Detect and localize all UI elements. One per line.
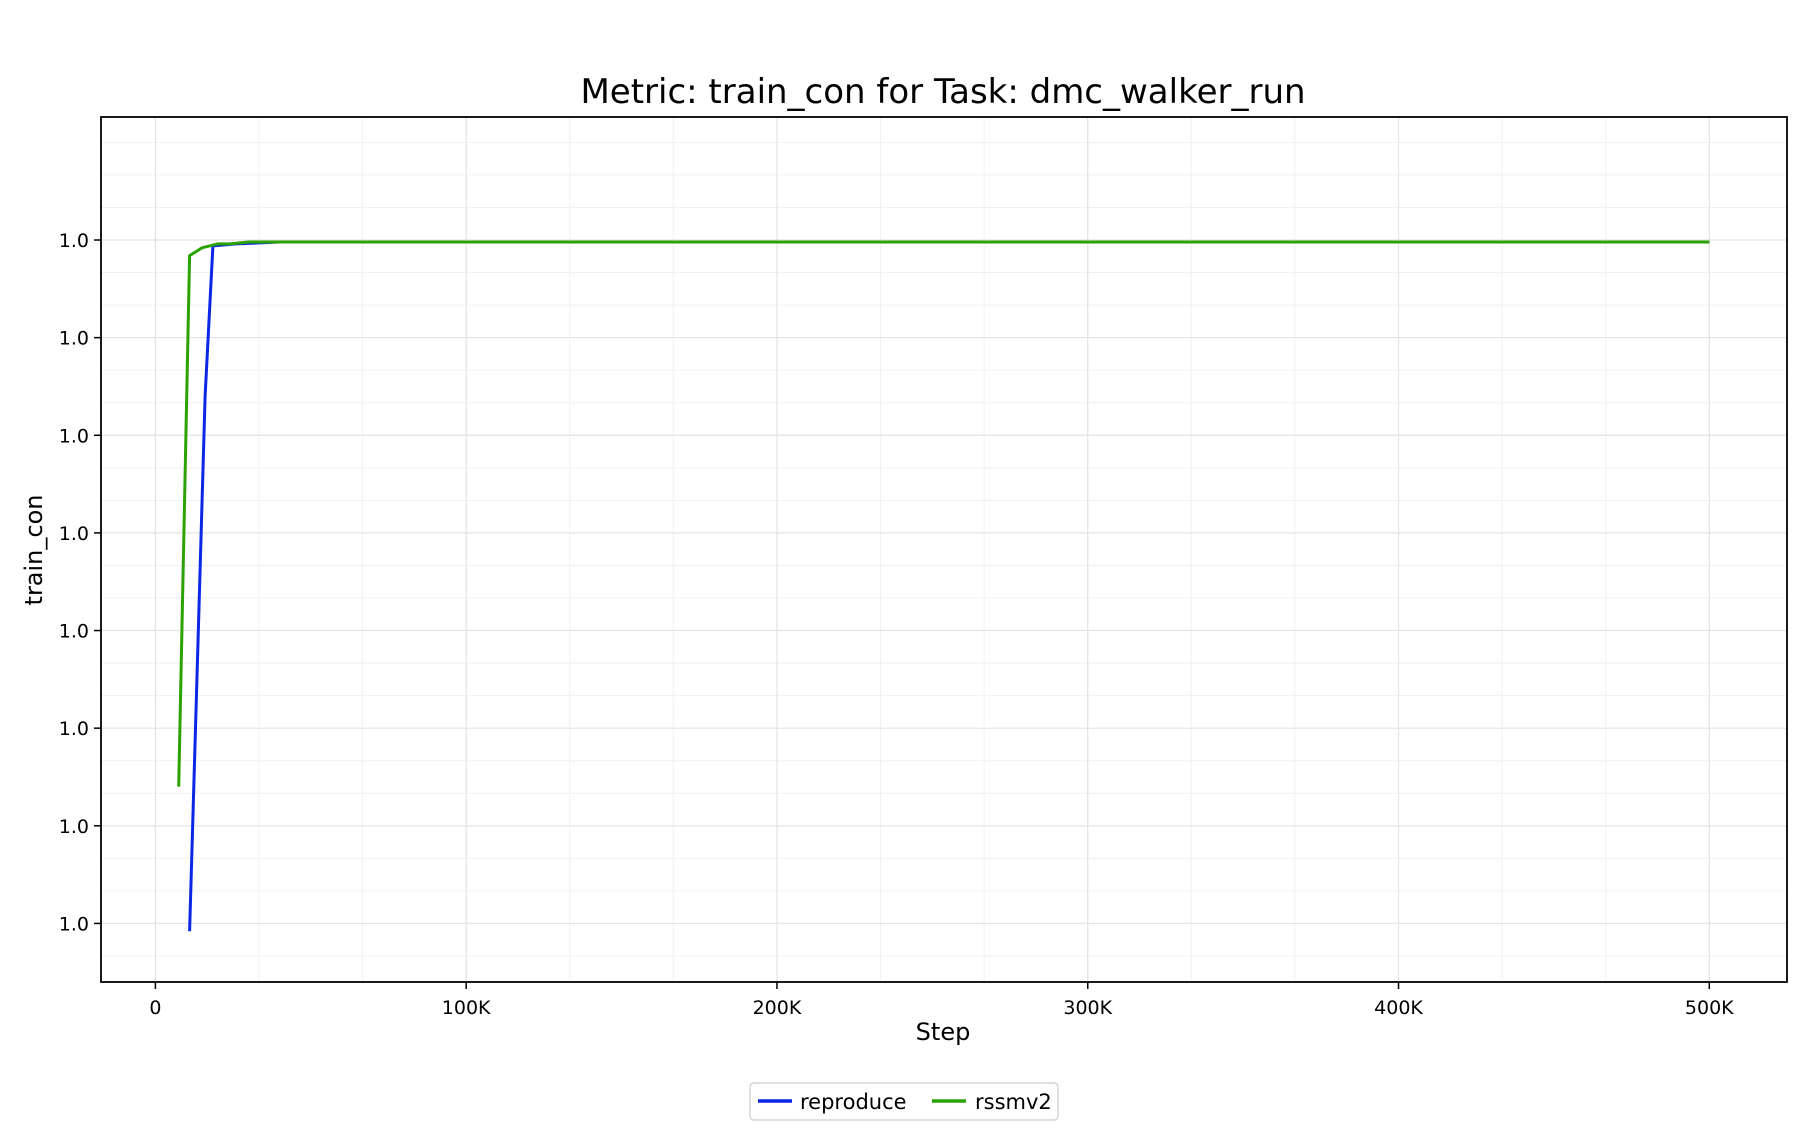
- legend-label-reproduce: reproduce: [800, 1090, 907, 1114]
- x-tick-label: 400K: [1374, 997, 1423, 1019]
- y-tick-label: 1.0: [59, 425, 89, 447]
- y-tick-label: 1.0: [59, 621, 89, 643]
- x-axis-ticks: 0 100K 200K 300K 400K 500K: [149, 982, 1734, 1019]
- y-axis-label: train_con: [20, 495, 48, 606]
- x-tick-label: 200K: [753, 997, 802, 1019]
- series-line-rssmv2: [177, 240, 1710, 787]
- y-tick-label: 1.0: [59, 913, 89, 935]
- legend-box: [749, 1082, 1059, 1121]
- y-tick-label: 1.0: [59, 718, 89, 740]
- chart-title: Metric: train_con for Task: dmc_walker_r…: [580, 72, 1305, 112]
- series-layer: [177, 240, 1710, 932]
- legend: reproduce rssmv2: [749, 1082, 1059, 1121]
- plot-frame: [100, 116, 1788, 983]
- y-tick-label: 1.0: [59, 816, 89, 838]
- x-tick-label: 300K: [1063, 997, 1112, 1019]
- x-tick-label: 100K: [442, 997, 491, 1019]
- x-axis-label: Step: [916, 1018, 971, 1046]
- grid-lines: [101, 117, 1787, 982]
- y-tick-label: 1.0: [59, 328, 89, 350]
- y-tick-label: 1.0: [59, 523, 89, 545]
- legend-label-rssmv2: rssmv2: [975, 1090, 1052, 1114]
- y-tick-label: 1.0: [59, 230, 89, 252]
- x-tick-label: 0: [149, 997, 161, 1019]
- y-axis-ticks: 1.0 1.0 1.0 1.0 1.0 1.0 1.0 1.0: [59, 230, 101, 935]
- x-tick-label: 500K: [1685, 997, 1734, 1019]
